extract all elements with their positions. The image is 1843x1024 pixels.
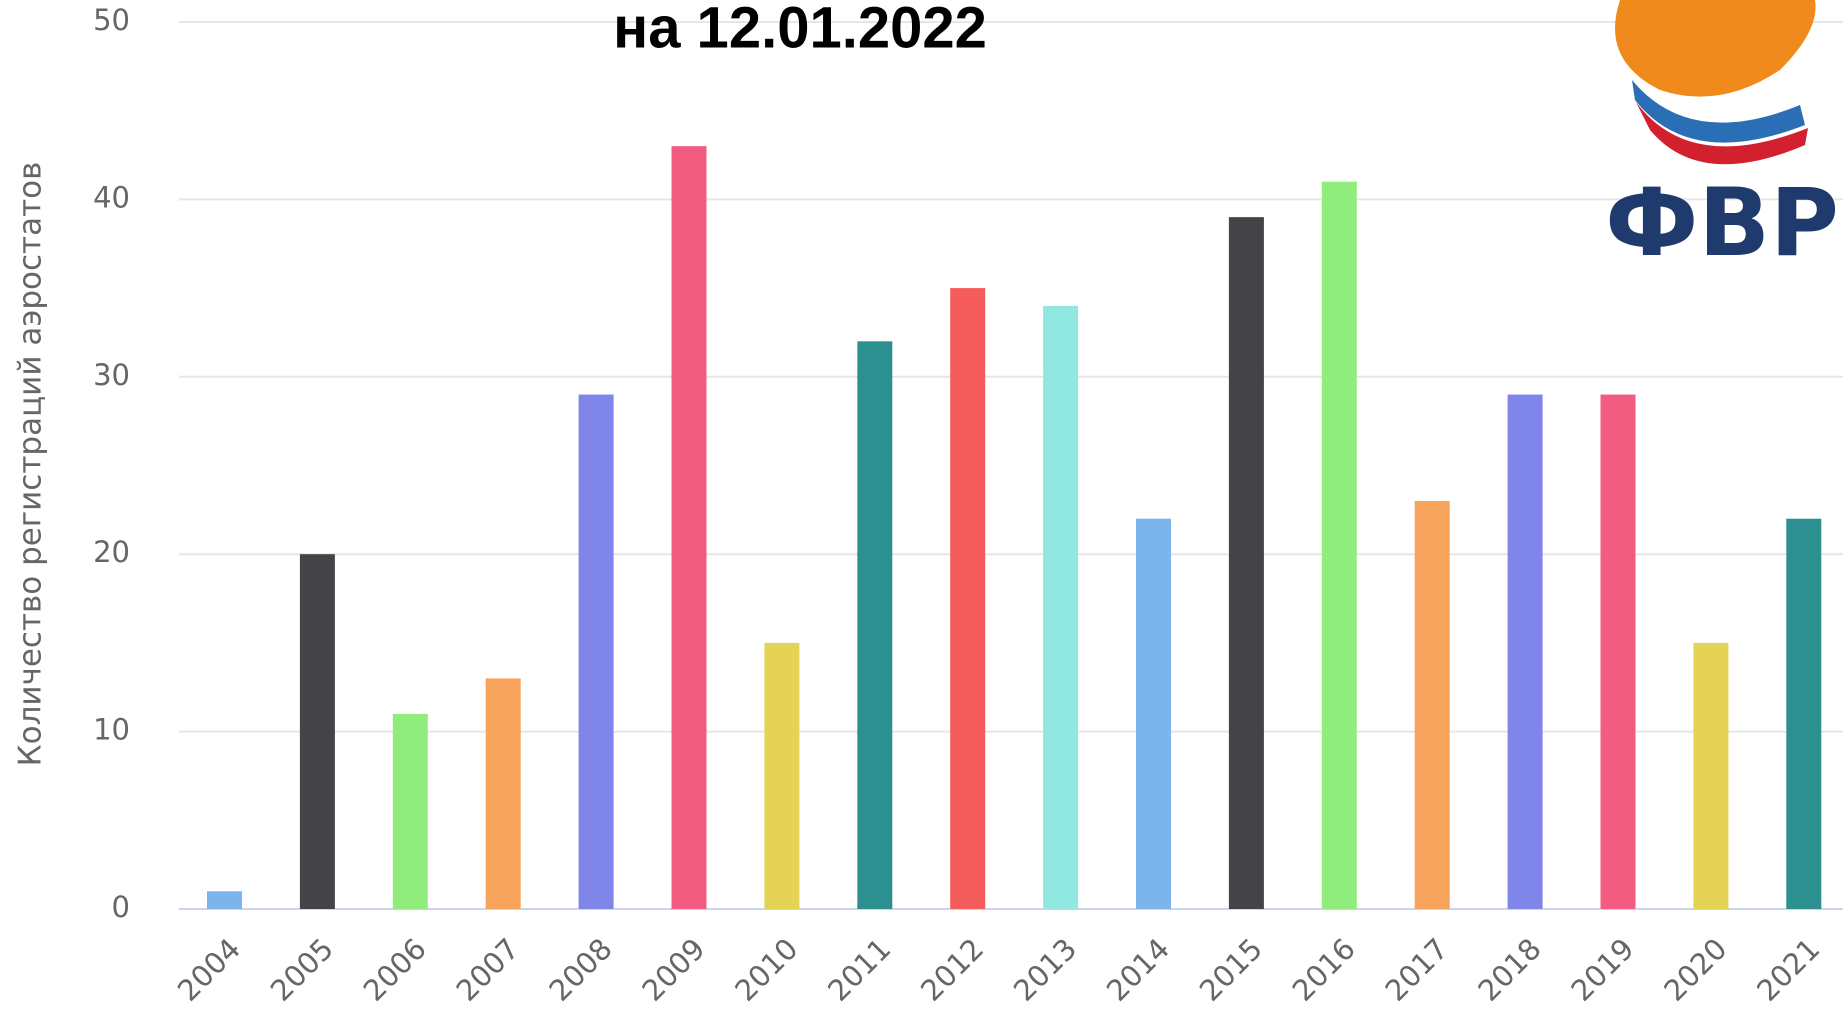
bar bbox=[1600, 394, 1636, 909]
y-axis-label: Количество регистраций аэростатов bbox=[13, 162, 49, 767]
x-tick-label: 2009 bbox=[635, 932, 711, 1008]
x-tick-label: 2006 bbox=[357, 932, 433, 1008]
x-tick-label: 2004 bbox=[171, 932, 247, 1008]
bar bbox=[1693, 642, 1729, 909]
y-tick-label: 10 bbox=[93, 713, 130, 747]
chart-title: на 12.01.2022 bbox=[613, 0, 987, 60]
x-tick-label: 2013 bbox=[1007, 932, 1083, 1008]
x-tick-label: 2017 bbox=[1379, 932, 1455, 1008]
bar bbox=[299, 554, 335, 909]
x-tick-label: 2021 bbox=[1750, 932, 1826, 1008]
bar bbox=[1136, 518, 1171, 909]
bar bbox=[671, 146, 707, 909]
bar bbox=[857, 341, 893, 909]
logo-text: ФВР bbox=[1605, 169, 1839, 278]
logo-stripe-red bbox=[1636, 102, 1808, 165]
logo: ФВР bbox=[1605, 0, 1839, 278]
x-tick-label: 2020 bbox=[1657, 932, 1733, 1008]
bar bbox=[1228, 217, 1264, 909]
bar bbox=[1321, 181, 1357, 909]
bar bbox=[392, 713, 428, 909]
x-tick-label: 2011 bbox=[821, 932, 897, 1008]
x-tick-label: 2016 bbox=[1286, 932, 1362, 1008]
x-tick-label: 2005 bbox=[264, 932, 340, 1008]
x-tick-label: 2012 bbox=[914, 932, 990, 1008]
bar bbox=[485, 678, 521, 909]
y-tick-label: 40 bbox=[93, 180, 130, 214]
y-tick-label: 30 bbox=[93, 358, 130, 392]
x-tick-label: 2015 bbox=[1193, 932, 1269, 1008]
bar bbox=[1786, 518, 1822, 909]
logo-stripe-blue bbox=[1632, 80, 1805, 143]
bar bbox=[1043, 305, 1079, 910]
x-tick-label: 2014 bbox=[1100, 932, 1176, 1008]
bar bbox=[764, 642, 800, 909]
bar bbox=[950, 288, 986, 910]
bar bbox=[207, 891, 242, 909]
y-tick-label: 20 bbox=[93, 535, 130, 569]
x-tick-label: 2018 bbox=[1471, 932, 1547, 1008]
y-tick-label: 50 bbox=[93, 3, 130, 37]
bar bbox=[578, 394, 614, 909]
bar bbox=[1507, 394, 1543, 909]
x-tick-label: 2007 bbox=[450, 932, 526, 1008]
bar bbox=[1414, 500, 1450, 909]
logo-flame bbox=[1615, 0, 1816, 97]
x-tick-label: 2019 bbox=[1564, 932, 1640, 1008]
y-tick-label: 0 bbox=[112, 890, 130, 924]
x-tick-label: 2010 bbox=[728, 932, 804, 1008]
x-tick-label: 2008 bbox=[542, 932, 618, 1008]
